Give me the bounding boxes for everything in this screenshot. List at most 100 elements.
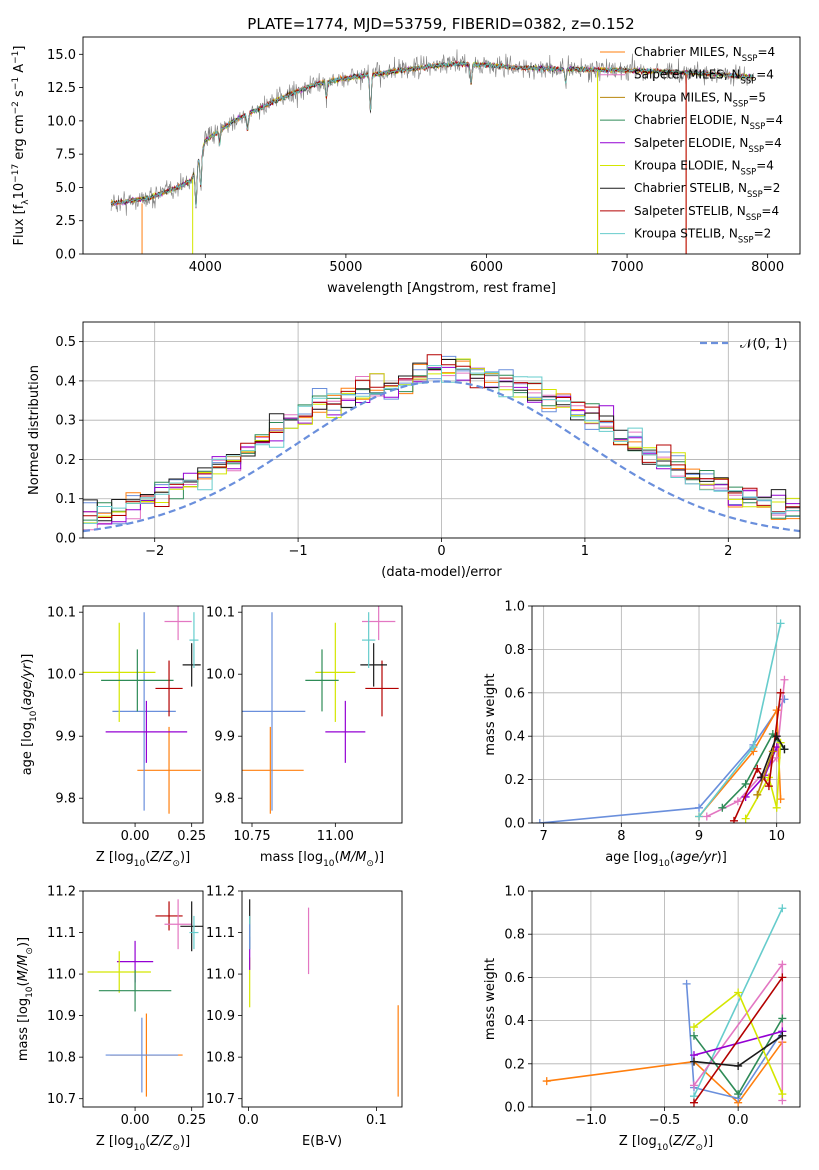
weight-marker [702,812,711,821]
weight-marker [778,960,787,969]
panel-5: 7 8 9 10 0.0 0.2 0.4 0.6 0.8 1.0 age [log10(age/yr… [483,600,801,869]
plot-area [110,49,754,254]
weight-series-2 [698,707,782,818]
weight-marker [780,675,789,684]
y-tick-label: 9.9 [55,730,76,745]
weight-marker [741,779,750,788]
panel-1: 4000 5000 6000 7000 8000 0.0 2.5 5.0 7.5 10.0 12.5… [11,36,801,296]
y-tick-label: 11.0 [47,968,76,983]
y-tick-label: 0.1 [55,492,76,507]
x-tick-label: −1.0 [575,1113,607,1128]
y-tick-label: 0.2 [55,453,76,468]
legend-label: Chabrier MILES, NSSP=4 [634,45,775,63]
panel-7: 0.0 0.1 10.7 10.8 10.9 11.0 11.1 11.2 E(B-V) [206,885,403,1149]
y-axis-label: Normed distribution [27,365,42,495]
y-tick-label: 0.8 [504,643,525,658]
plot-area [249,899,399,1097]
histogram-series-3 [83,369,800,531]
plot-area [242,606,399,814]
weight-series-1 [546,1041,783,1104]
weight-marker [718,803,727,812]
y-tick-label: 2.5 [55,214,76,229]
axes-frame [82,36,801,255]
x-axis-label: Z [log10(Z/Z⊙)] [619,1134,713,1153]
axes-frame [241,605,403,824]
legend-label: Chabrier STELIB, NSSP=2 [634,181,780,199]
y-tick-label: 11.2 [47,885,76,900]
y-tick-label: 11.0 [206,968,235,983]
weight-marker [689,1023,698,1032]
figure-title: PLATE=1774, MJD=53759, FIBERID=0382, z=0… [247,15,634,33]
weight-marker [778,1031,787,1040]
weight-marker [682,979,691,988]
x-tick-label: 0.0 [238,1113,259,1128]
panel-6: 0.00 0.25 10.7 10.8 10.9 11.0 11.1 11.2 Z [log10… [16,885,206,1154]
x-tick-label: 8 [617,829,625,844]
y-axis-label: Flux [fλ10−17 erg cm−2 s−1 A−1] [11,46,31,246]
histogram-series-1 [83,355,800,525]
y-tick-label: 10.0 [206,668,235,683]
y-tick-label: 5.0 [55,181,76,196]
weight-marker [695,803,704,812]
y-tick-label: 0.8 [504,928,525,943]
plot-layer: 4000 5000 6000 7000 80000.02.55.07.510.012.5… [11,36,801,1154]
weight-marker [776,619,785,628]
legend-label: Salpeter ELODIE, NSSP=4 [634,136,782,154]
weight-marker [689,1031,698,1040]
axes-frame [531,890,801,1108]
y-axis-label: age [log10(age/yr)] [20,654,39,776]
x-tick-label: 0.0 [728,1113,749,1128]
x-tick-label: −2 [145,544,164,559]
y-tick-label: 10.0 [47,114,76,129]
y-tick-label: 7.5 [55,148,76,163]
legend-label: Chabrier ELODIE, NSSP=4 [634,113,783,131]
x-axis-label: Z [log10(Z/Z⊙)] [96,850,190,869]
y-tick-label: 10.8 [47,1051,76,1066]
histogram-series-8 [83,354,800,530]
x-tick-label: 0.00 [121,829,150,844]
x-tick-label: 9 [695,829,703,844]
weight-series-10 [756,751,774,796]
axes-frame [82,605,204,824]
weight-marker [772,803,781,812]
x-axis-label: E(B-V) [302,1134,342,1149]
x-tick-label: 10.75 [233,829,270,844]
weight-marker [734,1061,743,1070]
panel-4: 10.75 11.00 9.8 9.9 10.0 10.1 mass [log10(M/M⊙… [206,605,403,869]
weight-marker [695,812,704,821]
x-tick-label: 0.25 [177,1113,206,1128]
weight-marker [768,747,777,756]
legend-label: Salpeter STELIB, NSSP=4 [634,204,779,222]
weight-marker [778,973,787,982]
weight-marker [535,819,544,823]
axes-frame [82,890,204,1108]
weight-marker [778,1014,787,1023]
plot-area [532,891,800,1107]
x-axis-label: mass [log10(M/M⊙)] [260,850,384,869]
y-tick-label: 0.4 [504,730,525,745]
y-tick-label: 0.3 [55,414,76,429]
legend-label: 𝒩(0, 1) [740,337,787,352]
y-tick-label: 0.4 [55,374,76,389]
y-tick-label: 9.8 [214,792,235,807]
weight-marker [778,1090,787,1099]
weight-marker [764,782,773,791]
x-axis-label: age [log10(age/yr)] [605,850,727,869]
y-tick-label: 12.5 [47,81,76,96]
y-tick-label: 0.2 [504,773,525,788]
y-tick-label: 1.0 [504,600,525,615]
weight-series-8 [693,976,783,1104]
y-tick-label: 9.9 [214,730,235,745]
weight-marker [734,1090,743,1099]
x-tick-label: 11.00 [317,829,354,844]
x-axis-label: wavelength [Angstrom, rest frame] [327,281,556,296]
y-tick-label: 10.1 [47,606,76,621]
y-axis-label: mass weight [483,958,498,1040]
y-tick-label: 0.0 [504,1101,525,1116]
x-tick-label: −0.5 [649,1113,681,1128]
y-tick-label: 10.8 [206,1051,235,1066]
x-tick-label: 2 [724,544,732,559]
x-tick-label: 0 [437,544,445,559]
legend-label: Kroupa ELODIE, NSSP=4 [634,159,774,177]
